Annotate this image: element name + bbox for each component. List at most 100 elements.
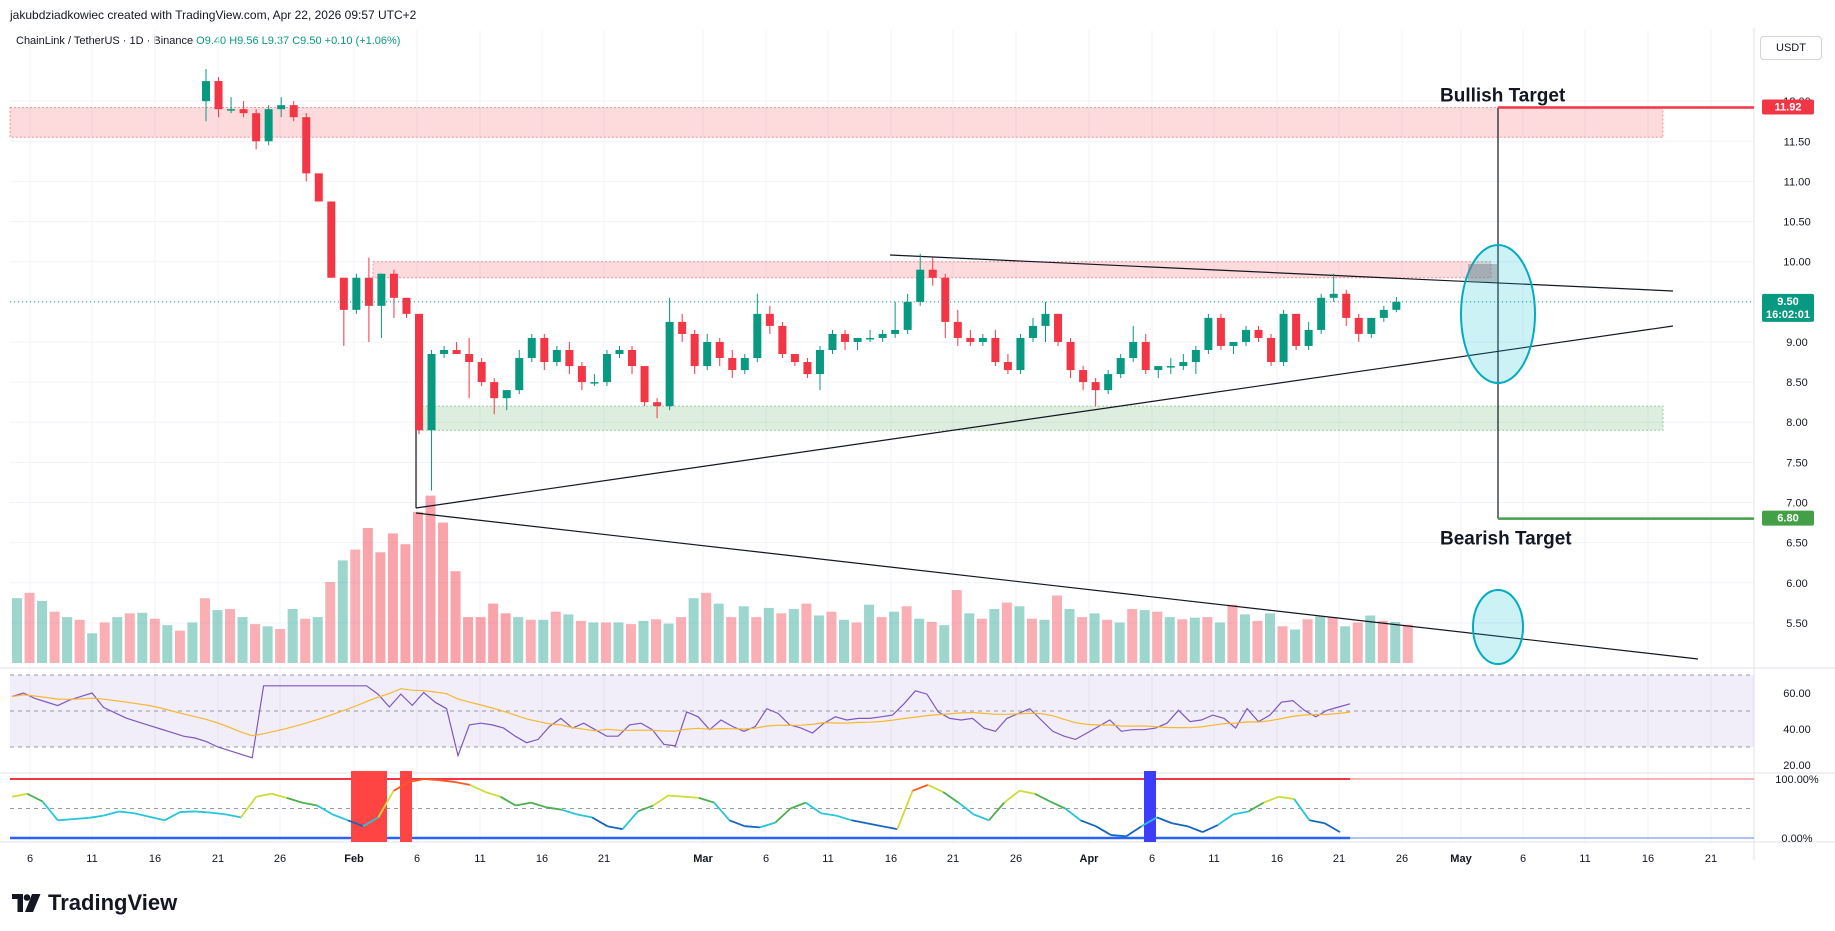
candle-body <box>477 362 486 383</box>
candle-body <box>552 349 561 363</box>
apex-highlight <box>1468 264 1498 282</box>
ohlc-high: H9.56 <box>229 35 259 47</box>
stoch-segment <box>1278 795 1295 800</box>
candle-body <box>1129 341 1138 359</box>
stoch-segment <box>607 825 623 831</box>
volume-bar <box>588 622 599 663</box>
volume-bar <box>87 633 98 663</box>
stoch-segment <box>637 804 654 813</box>
stoch-segment <box>454 781 471 786</box>
time-tick: Mar <box>693 853 713 865</box>
candle-body <box>339 277 348 310</box>
candle-body <box>665 321 674 407</box>
bearish-price-tag <box>1762 510 1814 526</box>
stoch-segment <box>729 819 746 828</box>
tradingview-logo: TradingView <box>12 890 177 916</box>
candle-body <box>277 105 286 110</box>
candle-body <box>352 277 361 310</box>
stoch-segment <box>1232 810 1249 816</box>
bullish-price-tag <box>1762 99 1814 115</box>
volume-bar <box>199 598 210 663</box>
volume-bar <box>575 620 586 663</box>
candle-body <box>803 362 812 375</box>
time-tick: May <box>1450 853 1472 865</box>
volume-bar <box>964 613 975 663</box>
candle-body <box>928 269 937 278</box>
candle-body <box>1354 317 1363 334</box>
candle-body <box>1116 358 1125 375</box>
candle-body <box>452 349 461 355</box>
volume-bar <box>62 617 73 663</box>
volume-bar <box>1214 622 1225 663</box>
stoch-segment <box>652 794 669 807</box>
candle-body <box>1003 362 1012 371</box>
candle-body <box>289 105 298 118</box>
volume-bar <box>1402 624 1413 663</box>
volume-bar <box>838 619 849 663</box>
time-tick: 6 <box>27 853 33 865</box>
candle-body <box>1304 329 1313 346</box>
time-tick: 26 <box>274 853 286 865</box>
candle-body <box>1091 382 1100 391</box>
volume-bar <box>488 603 499 663</box>
stoch-segment <box>988 802 1005 821</box>
stoch-segment <box>515 801 532 807</box>
stoch-segment <box>851 819 867 825</box>
volume-bar <box>851 622 862 663</box>
currency-button[interactable]: USDT <box>1760 36 1822 60</box>
volume-bar <box>1265 613 1275 663</box>
candle-body <box>978 337 987 342</box>
stoch-segment <box>1263 795 1280 804</box>
candle-body <box>202 81 210 102</box>
price-tick: 6.50 <box>1786 538 1807 550</box>
candle-body <box>878 333 887 338</box>
stoch-segment <box>957 801 975 816</box>
volume-bar <box>250 624 261 663</box>
ohlc-change: +0.10 (+1.06%) <box>324 35 401 47</box>
candle-body <box>377 273 386 306</box>
volume-bar <box>500 613 511 663</box>
volume-bar <box>124 613 135 663</box>
symbol-name[interactable]: ChainLink / TetherUS · 1D · Binance <box>16 35 194 47</box>
volume-bar <box>425 495 436 663</box>
volume-bar <box>801 603 812 663</box>
volume-bar <box>788 609 799 663</box>
stoch-segment <box>546 806 562 811</box>
bullish-price-tag-text: 11.92 <box>1775 102 1802 114</box>
candle-body <box>1204 317 1213 350</box>
stoch-segment <box>1110 834 1127 838</box>
stoch-segment <box>210 811 226 816</box>
time-tick: 21 <box>598 853 610 865</box>
volume-bar <box>776 613 787 663</box>
stoch-segment <box>393 781 410 792</box>
stoch-segment <box>26 792 43 803</box>
volume-bar <box>174 630 185 663</box>
candle-body <box>1179 362 1188 367</box>
stoch-segment <box>11 792 28 798</box>
stoch-segment <box>530 801 547 809</box>
candle-body <box>828 333 837 350</box>
stoch-segment <box>1064 807 1082 822</box>
time-tick: 6 <box>414 853 420 865</box>
candle-body <box>402 297 411 314</box>
candle-body <box>602 354 611 383</box>
volume-bar <box>1390 621 1401 663</box>
stoch-segment <box>1141 816 1158 827</box>
candle-body <box>740 358 749 371</box>
volume-bar <box>889 611 900 663</box>
stoch-segment <box>1217 813 1234 826</box>
volume-bar <box>1239 614 1250 663</box>
volume-bar <box>976 618 987 663</box>
volume-bar <box>563 614 574 663</box>
candle-body <box>1329 293 1338 298</box>
stoch-overbought-block <box>351 771 387 842</box>
volume-bar <box>1164 617 1175 663</box>
price-tick: 7.50 <box>1786 457 1807 469</box>
volume-bar <box>1365 615 1376 663</box>
candle-body <box>1054 313 1063 342</box>
stoch-segment <box>286 797 303 804</box>
price-tick: 9.00 <box>1786 337 1807 349</box>
candle-body <box>490 382 499 399</box>
stoch-segment <box>301 801 318 807</box>
